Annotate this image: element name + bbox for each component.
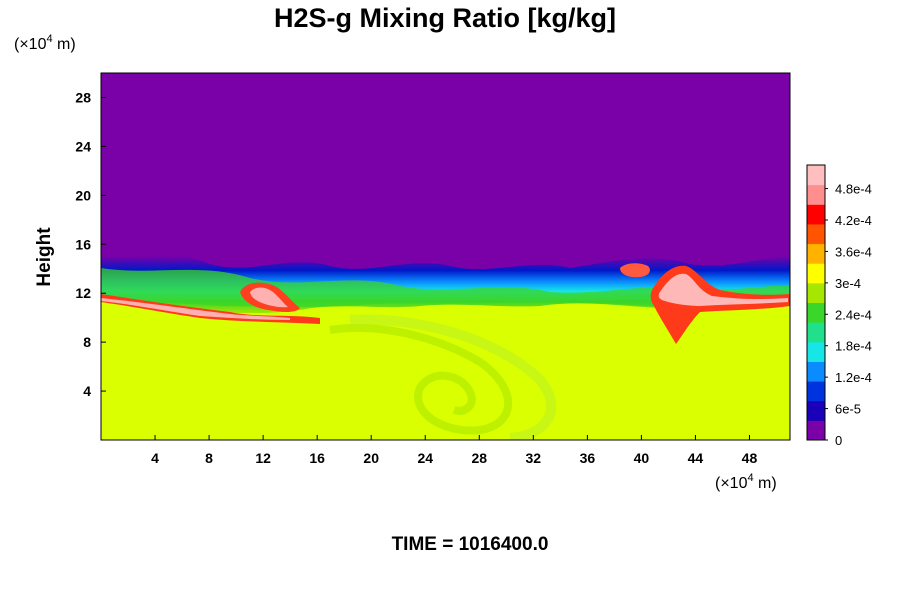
colorbar-segment bbox=[807, 184, 825, 205]
y-tick-label: 8 bbox=[83, 334, 91, 350]
x-tick-label: 44 bbox=[688, 450, 704, 466]
x-tick-label: 48 bbox=[742, 450, 758, 466]
x-tick-label: 20 bbox=[363, 450, 379, 466]
y-tick-label: 28 bbox=[75, 89, 91, 105]
x-tick-label: 12 bbox=[255, 450, 271, 466]
colorbar-segment bbox=[807, 322, 825, 343]
colorbar-label: 4.2e-4 bbox=[835, 213, 872, 228]
colorbar-segment bbox=[807, 282, 825, 303]
colorbar-label: 4.8e-4 bbox=[835, 182, 872, 197]
colorbar-segment bbox=[807, 361, 825, 382]
x-tick-label: 28 bbox=[471, 450, 487, 466]
x-tick-label: 32 bbox=[526, 450, 542, 466]
colorbar-segment bbox=[807, 381, 825, 402]
y-tick-label: 20 bbox=[75, 187, 91, 203]
x-tick-label: 4 bbox=[151, 450, 159, 466]
colorbar-label: 2.4e-4 bbox=[835, 307, 872, 322]
colorbar-label: 3e-4 bbox=[835, 276, 861, 291]
y-axis-unit: (×104 m) bbox=[14, 33, 76, 53]
colorbar-segment bbox=[807, 420, 825, 441]
colorbar-segment bbox=[807, 223, 825, 245]
colorbar-segment bbox=[807, 341, 825, 362]
eddy-structure bbox=[329, 323, 513, 435]
colorbar-label: 3.6e-4 bbox=[835, 244, 872, 259]
x-tick-label: 24 bbox=[417, 450, 433, 466]
high-concentration-plume-center-core bbox=[250, 287, 288, 308]
plot-frame bbox=[100, 72, 791, 441]
colorbar-segment bbox=[807, 263, 825, 284]
high-concentration-plume-right-core bbox=[658, 273, 788, 306]
chart-title: H2S-g Mixing Ratio [kg/kg] bbox=[274, 3, 616, 33]
colorbar-frame bbox=[806, 164, 826, 441]
y-tick-label: 12 bbox=[75, 285, 91, 301]
heatmap-plot-area bbox=[101, 73, 790, 440]
x-axis-unit: (×104 m) bbox=[715, 472, 777, 492]
y-tick-label: 4 bbox=[83, 383, 91, 399]
eddy-structure-outer bbox=[349, 314, 557, 440]
x-tick-label: 40 bbox=[634, 450, 650, 466]
y-tick-label: 24 bbox=[75, 138, 91, 154]
colorbar-label: 1.2e-4 bbox=[835, 370, 872, 385]
x-tick-label: 36 bbox=[580, 450, 596, 466]
high-concentration-band-left-core bbox=[101, 298, 290, 320]
x-tick-label: 8 bbox=[205, 450, 213, 466]
colorbar-labels: 0 6e-5 1.2e-4 1.8e-4 2.4e-4 3e-4 3.6e-4 4.2e-4 4… bbox=[825, 182, 872, 448]
colorbar-label: 1.8e-4 bbox=[835, 339, 872, 354]
y-tick-label: 16 bbox=[75, 236, 91, 252]
high-concentration-blob bbox=[620, 263, 650, 278]
colorbar-label: 0 bbox=[835, 433, 842, 448]
colorbar-segment bbox=[807, 400, 825, 421]
colorbar-segments bbox=[807, 165, 825, 441]
y-axis-title: Height bbox=[34, 227, 55, 287]
colorbar: 0 6e-5 1.2e-4 1.8e-4 2.4e-4 3e-4 3.6e-4 4.2e-4 4… bbox=[806, 164, 872, 448]
colorbar-label: 6e-5 bbox=[835, 402, 861, 417]
y-axis-ticks: 4 8 12 16 20 24 28 bbox=[75, 89, 106, 399]
colorbar-segment bbox=[807, 243, 825, 264]
time-label: TIME = 1016400.0 bbox=[392, 534, 549, 555]
x-axis-ticks: 4 8 12 16 20 24 28 32 36 40 44 48 bbox=[151, 435, 757, 466]
colorbar-segment bbox=[807, 204, 825, 225]
colorbar-segment bbox=[807, 165, 825, 186]
colorbar-segment bbox=[807, 302, 825, 323]
x-tick-label: 16 bbox=[309, 450, 325, 466]
